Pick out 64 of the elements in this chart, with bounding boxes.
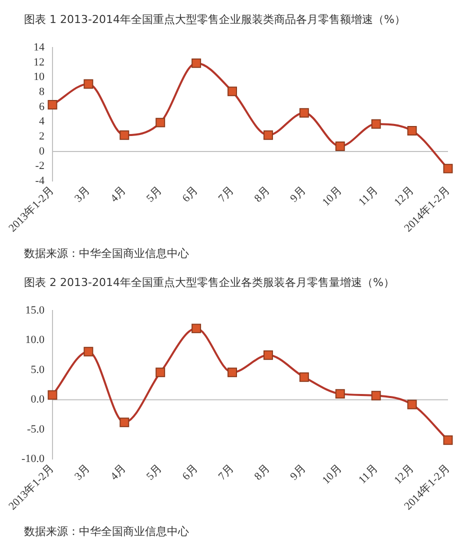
x-tick-label: 4月 (108, 184, 129, 205)
x-tick-label: 12月 (392, 184, 416, 209)
point (443, 164, 453, 174)
x-tick-label: 5月 (144, 462, 165, 483)
point (263, 130, 273, 140)
y-tick-label: 8 (38, 86, 45, 98)
point (228, 368, 238, 378)
x-tick-label: 4月 (108, 462, 129, 483)
y-tick-label: 12 (33, 56, 44, 68)
point (48, 390, 58, 400)
point (156, 118, 166, 128)
y-tick-label: 5.0 (30, 364, 45, 376)
point (299, 108, 309, 118)
x-tick-label: 3月 (72, 184, 93, 205)
point (299, 372, 309, 382)
x-tick-label: 6月 (180, 462, 200, 483)
y-tick-label: -5.0 (27, 423, 45, 436)
point (192, 324, 202, 334)
y-tick-label: 2 (38, 130, 44, 143)
point (120, 418, 130, 428)
x-tick-label: 5月 (144, 184, 165, 205)
y-tick-label: 6 (38, 100, 45, 113)
point (156, 368, 166, 378)
point (84, 79, 94, 89)
x-tick-label: 11月 (356, 184, 380, 208)
point (407, 126, 417, 136)
x-tick-label: 10月 (320, 462, 344, 487)
point (192, 58, 202, 68)
y-tick-label: 0.0 (30, 394, 45, 406)
y-tick-label: 10 (33, 71, 45, 84)
point (263, 350, 273, 360)
x-tick-label: 3月 (72, 462, 93, 483)
y-tick-label: 10.0 (25, 334, 45, 346)
point (371, 390, 381, 400)
chart-title: 图表 2 2013-2014年全国重点大型零售企业各类服装各月零售量增速（%） (23, 275, 396, 291)
point (228, 86, 238, 96)
x-tick-label: 11月 (356, 462, 380, 486)
x-tick-label: 6月 (180, 184, 200, 205)
x-tick-label: 7月 (216, 462, 236, 483)
x-tick-label: 8月 (252, 184, 272, 205)
x-tick-label: 10月 (320, 184, 344, 209)
point (48, 100, 58, 110)
y-tick-label: -2 (35, 160, 44, 172)
point (120, 130, 130, 140)
y-tick-label: -4 (35, 175, 45, 188)
x-tick-label: 9月 (288, 462, 308, 483)
point (335, 142, 345, 152)
point (443, 435, 453, 445)
source-note: 数据来源：中华全国商业信息中心 (23, 524, 190, 539)
point (335, 389, 345, 399)
y-tick-label: 15.0 (25, 304, 45, 316)
y-tick-label: -10.0 (22, 453, 45, 466)
y-tick-label: 4 (38, 116, 45, 128)
point (84, 346, 94, 356)
x-tick-label: 9月 (288, 184, 308, 205)
x-tick-label: 7月 (216, 184, 236, 205)
x-tick-label: 12月 (392, 462, 416, 487)
point (371, 119, 381, 129)
chart-title: 图表 1 2013-2014年全国重点大型零售企业服装类商品各月零售额增速（%） (23, 12, 406, 28)
point (407, 400, 417, 410)
source-note: 数据来源：中华全国商业信息中心 (23, 246, 190, 261)
y-tick-label: 14 (33, 41, 45, 54)
x-tick-label: 8月 (252, 462, 272, 483)
y-tick-label: 0 (38, 145, 45, 158)
